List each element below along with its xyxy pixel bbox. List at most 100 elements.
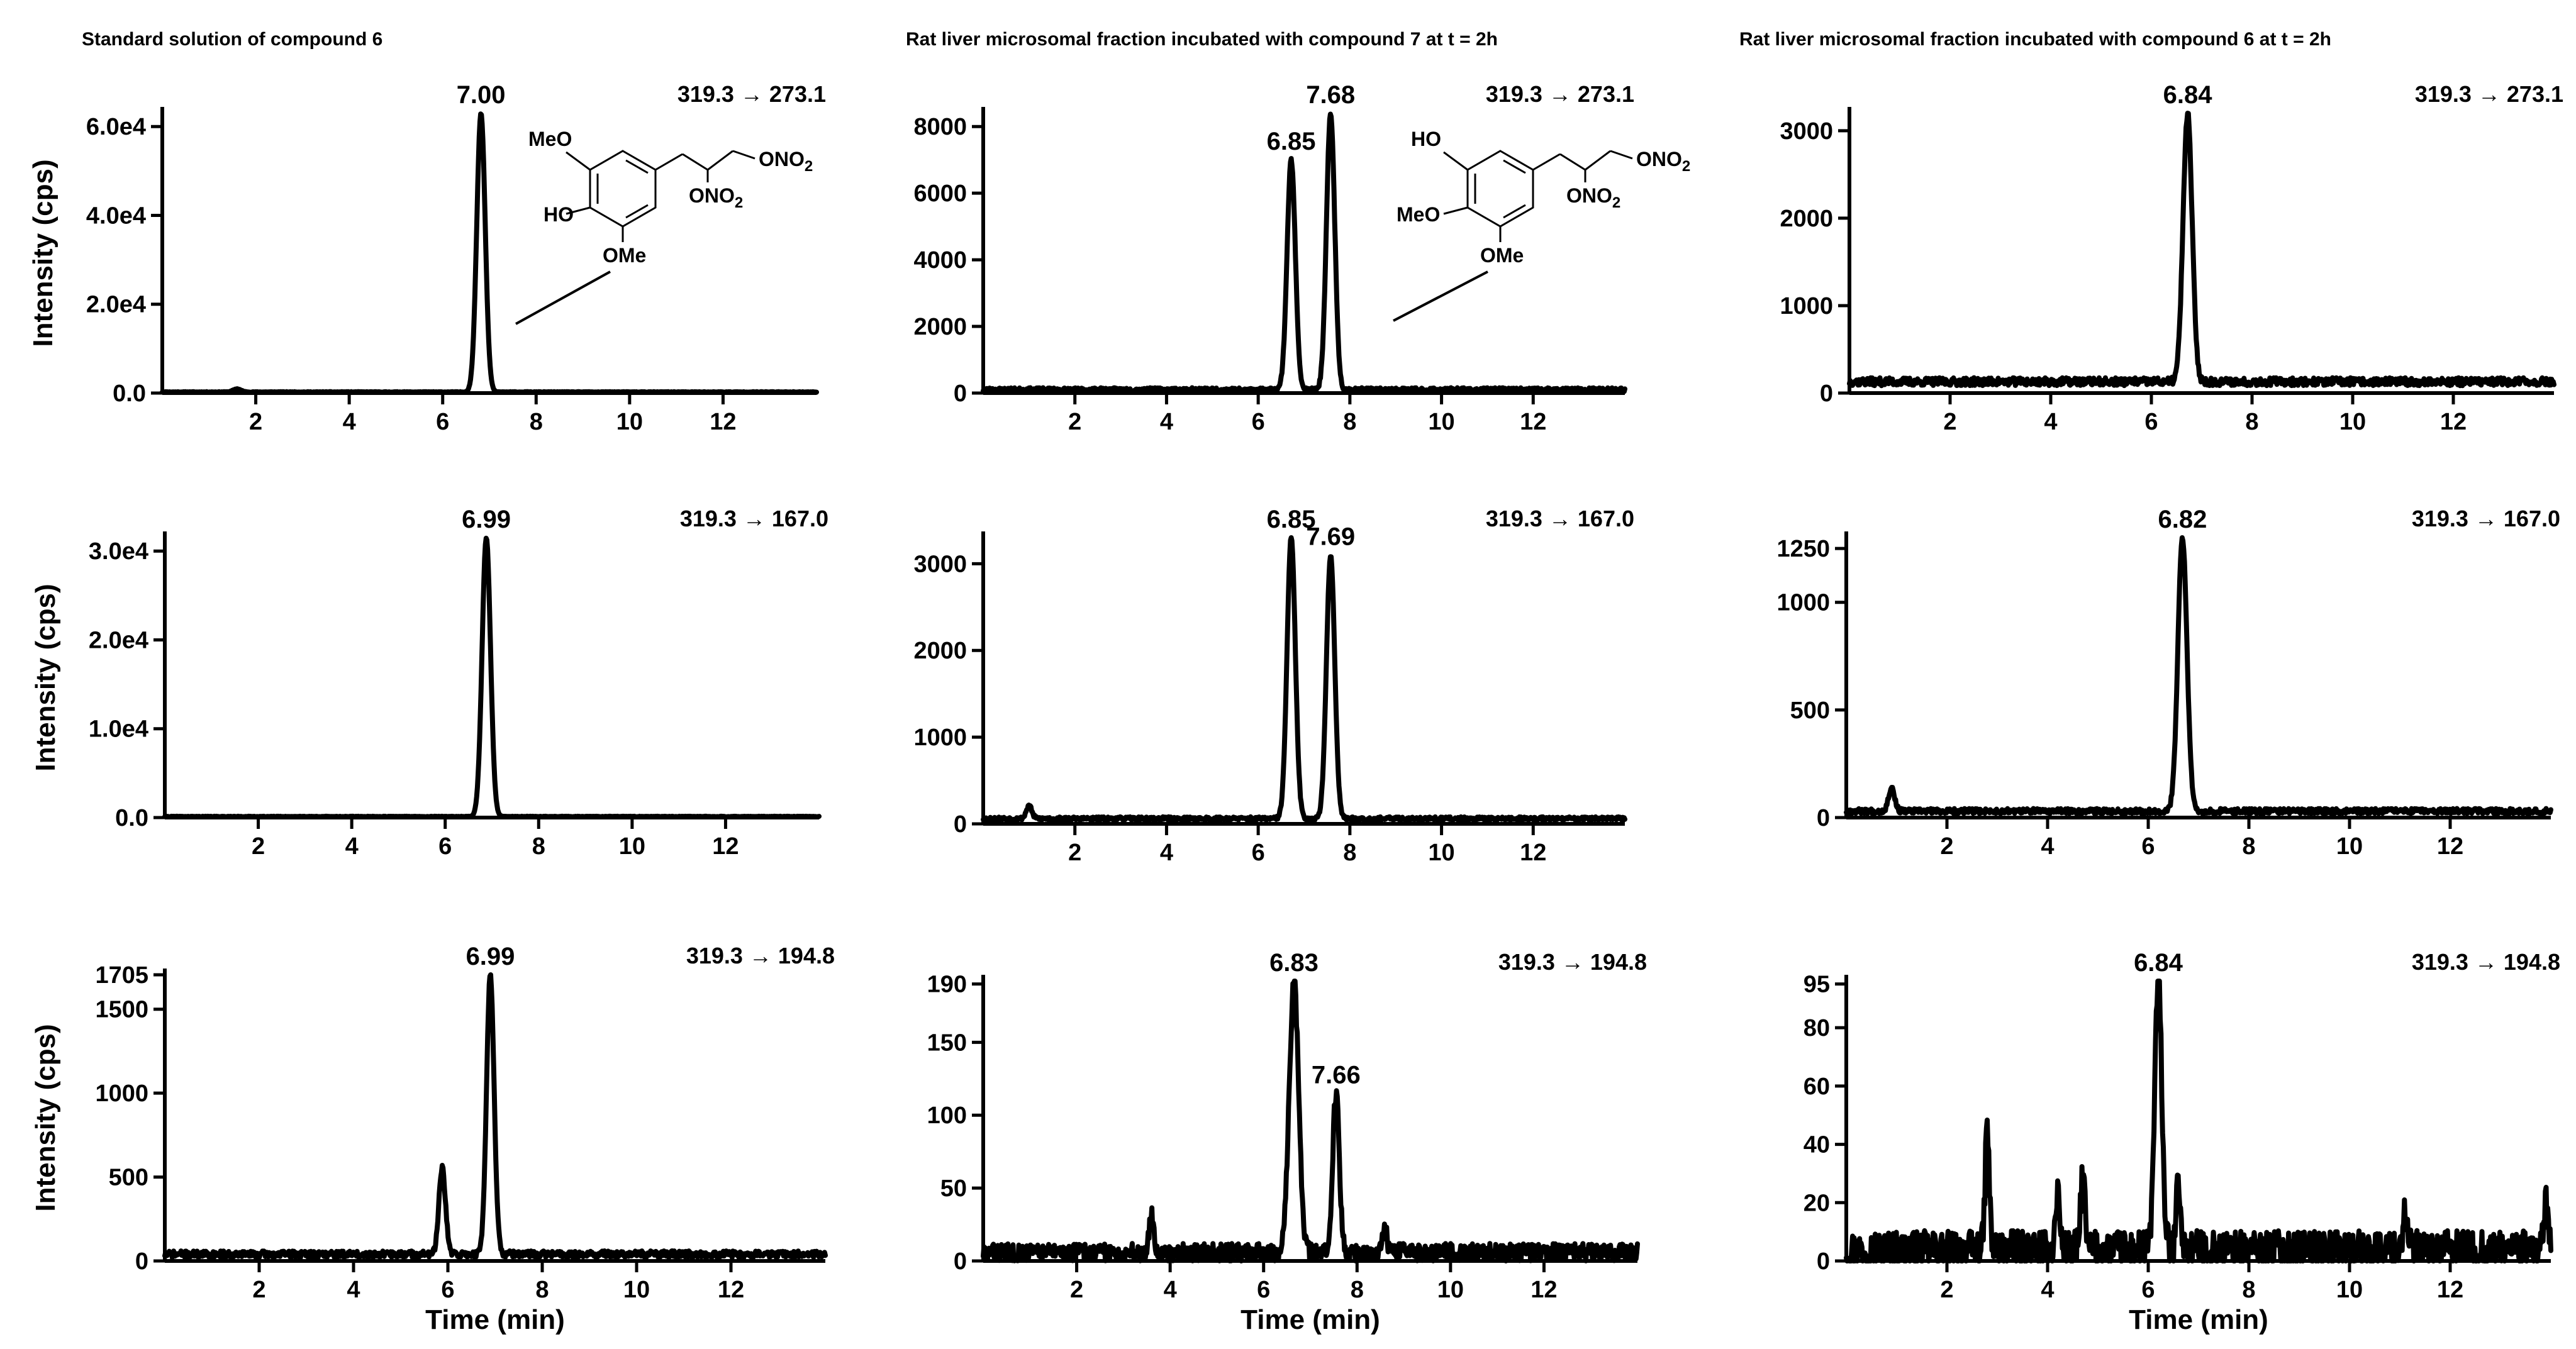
y-tick-label: 60: [1804, 1074, 1830, 1100]
y-tick-label: 50: [940, 1175, 967, 1202]
chart-panel-b2: 2 4 6 8 10 12 0 1000 2000 3000 6.857.69 319.3 → 167…: [913, 506, 1634, 866]
y-tick-label: 80: [1804, 1015, 1830, 1041]
ho-label: HO: [1411, 128, 1441, 150]
y-tick-label: 4.0e4: [86, 203, 146, 229]
x-tick-label: 6: [2141, 1277, 2155, 1303]
x-tick-label: 6: [2144, 409, 2158, 435]
x-tick-label: 12: [2440, 409, 2467, 435]
ome-label: OMe: [1480, 244, 1524, 267]
x-tick-label: 4: [347, 1277, 360, 1303]
y-tick-label: 500: [1790, 697, 1830, 724]
y-tick-label: 0: [954, 811, 967, 838]
y-tick-label: 1000: [95, 1080, 148, 1107]
y-tick-label: 20: [1804, 1190, 1830, 1216]
peak-label: 6.83: [1269, 949, 1319, 977]
chromatogram-trace: [1847, 111, 2556, 389]
y-tick-label: 4000: [913, 247, 967, 274]
mrm-transition-label: 319.3 → 194.8: [1498, 949, 1647, 975]
y-tick-label: 1.0e4: [89, 716, 148, 743]
chart-panel-b3: 2 4 6 8 10 12 0 50 100 150 190 6.83 7.66 319.3 → 194.…: [927, 949, 1647, 1335]
panel-title: Standard solution of compound 6: [82, 29, 382, 50]
y-tick-label: 1500: [95, 997, 148, 1023]
x-tick-label: 12: [710, 409, 736, 435]
structure-compound-6: MeO HO OMe ONO2 ONO2: [515, 128, 813, 325]
peak-label: 6.85: [1267, 506, 1316, 533]
y-tick-label: 0: [1817, 805, 1830, 831]
x-tick-label: 2: [1943, 409, 1956, 435]
x-tick-label: 4: [1160, 409, 1173, 435]
x-tick-label: 12: [1531, 1277, 1557, 1303]
x-tick-label: 10: [2336, 833, 2363, 860]
peak-label: 7.00: [457, 81, 506, 109]
y-tick-label: 0: [1820, 380, 1833, 407]
y-tick-label: 0: [135, 1248, 148, 1275]
x-tick-label: 4: [2041, 1277, 2054, 1303]
mrm-transition-label: 319.3 → 167.0: [1486, 506, 1634, 531]
y-tick-label: 6.0e4: [86, 114, 146, 140]
chart-panel-a2: 2 4 6 8 10 12 0.0 1.0e4 2.0e4 3.0e4 6.99 319.3 → 16…: [30, 506, 828, 860]
x-tick-label: 6: [441, 1277, 454, 1303]
x-axis-label: Time (min): [2129, 1304, 2268, 1335]
mrm-transition-label: 319.3 → 167.0: [2412, 506, 2560, 531]
y-axis-label: Intensity (cps): [28, 159, 59, 347]
y-tick-label: 100: [927, 1102, 967, 1129]
x-tick-label: 8: [530, 409, 543, 435]
y-tick-label: 0: [1817, 1248, 1830, 1275]
x-tick-label: 2: [1068, 840, 1081, 866]
chromatogram-trace: [1844, 535, 2553, 816]
meo-label: MeO: [1397, 203, 1440, 226]
ome-label: OMe: [603, 244, 646, 267]
mrm-transition-label: 319.3 → 194.8: [2412, 949, 2560, 975]
x-tick-label: 12: [2437, 833, 2463, 860]
y-tick-label: 3000: [1780, 118, 1833, 145]
x-tick-label: 6: [1252, 840, 1265, 866]
peak-label: 6.99: [466, 943, 515, 970]
x-tick-label: 2: [1940, 1277, 1953, 1303]
x-tick-label: 12: [1520, 409, 1546, 435]
y-tick-label: 500: [109, 1165, 148, 1191]
y-tick-label: 1250: [1776, 536, 1830, 562]
y-tick-label: 1705: [95, 962, 148, 989]
x-tick-label: 12: [712, 833, 739, 860]
panel-title: Rat liver microsomal fraction incubated …: [906, 29, 1498, 50]
peak-label: 7.66: [1312, 1061, 1361, 1089]
x-tick-label: 12: [718, 1277, 744, 1303]
peak-label: 6.85: [1267, 128, 1316, 155]
x-tick-label: 10: [619, 833, 645, 860]
x-tick-label: 2: [252, 833, 265, 860]
chromatogram-trace: [1844, 979, 2553, 1263]
y-tick-label: 95: [1804, 972, 1830, 998]
x-tick-label: 10: [1428, 840, 1454, 866]
chromatogram-trace: [162, 972, 828, 1260]
x-tick-label: 8: [1343, 409, 1356, 435]
x-tick-label: 2: [249, 409, 262, 435]
y-tick-label: 150: [927, 1030, 967, 1056]
chart-panel-c1: 2 4 6 8 10 12 0 1000 2000 3000 6.84 319.3 → 273.1 Ra…: [1739, 29, 2563, 435]
x-tick-label: 10: [2336, 1277, 2363, 1303]
y-tick-label: 3.0e4: [89, 538, 148, 565]
x-tick-label: 8: [2242, 1277, 2255, 1303]
y-tick-label: 1000: [1776, 590, 1830, 616]
y-tick-label: 0.0: [113, 380, 146, 407]
x-tick-label: 10: [616, 409, 643, 435]
y-tick-label: 0.0: [115, 805, 148, 831]
ho-label: HO: [544, 203, 574, 226]
x-axis-label: Time (min): [425, 1304, 565, 1335]
peak-label: 7.69: [1306, 523, 1355, 551]
peak-label: 6.84: [2134, 949, 2183, 977]
y-tick-label: 0: [954, 380, 967, 407]
x-tick-label: 8: [2242, 833, 2255, 860]
y-tick-label: 6000: [913, 180, 967, 207]
x-tick-label: 6: [438, 833, 452, 860]
x-tick-label: 10: [1437, 1277, 1464, 1303]
y-tick-label: 40: [1804, 1132, 1830, 1158]
x-tick-label: 4: [1160, 840, 1173, 866]
y-tick-label: 2.0e4: [86, 292, 146, 318]
x-tick-label: 6: [436, 409, 449, 435]
chart-panel-a1: 2 4 6 8 10 12 0.0 2.0e4 4.0e4 6.0e4 7.00 319.3 → 27…: [28, 29, 826, 435]
mrm-transition-label: 319.3 → 273.1: [677, 81, 826, 107]
chromatogram-trace: [160, 111, 819, 395]
mrm-transition-label: 319.3 → 194.8: [686, 943, 835, 969]
x-tick-label: 10: [623, 1277, 650, 1303]
